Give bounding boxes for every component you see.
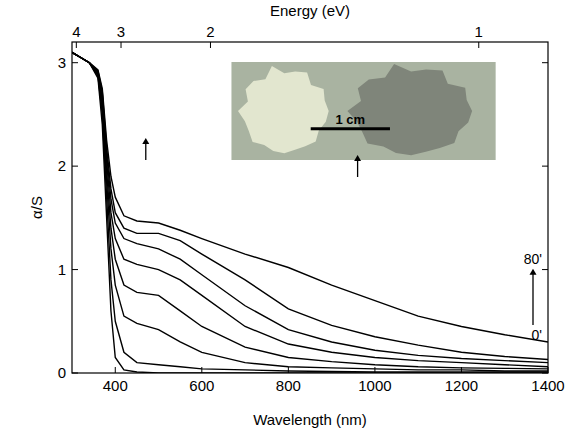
y-tick-right xyxy=(542,269,548,270)
y-tick-label: 0 xyxy=(58,364,66,381)
x2-tick xyxy=(76,42,77,48)
y-tick-right xyxy=(542,166,548,167)
x-tick xyxy=(548,367,549,373)
y-axis-title: α/S xyxy=(28,196,45,219)
x-tick xyxy=(374,367,375,373)
y-tick-right xyxy=(542,62,548,63)
x2-axis-title: Energy (eV) xyxy=(270,2,350,19)
x-tick-label: 1000 xyxy=(358,377,391,394)
curves xyxy=(72,52,548,373)
y-tick-label: 1 xyxy=(58,261,66,278)
x2-tick xyxy=(121,42,122,48)
x-tick xyxy=(201,367,202,373)
y-tick-label: 2 xyxy=(58,157,66,174)
x2-tick-label: 4 xyxy=(72,23,80,40)
spectrum-line xyxy=(72,52,548,371)
x2-tick-label: 3 xyxy=(117,23,125,40)
photo-bg xyxy=(231,62,495,160)
x-tick-label: 1400 xyxy=(531,377,564,394)
y-tick-label: 3 xyxy=(58,54,66,71)
arrow-shaft xyxy=(145,142,146,160)
plot-frame xyxy=(72,42,548,373)
y-tick-right xyxy=(542,373,548,374)
spectrum-line xyxy=(72,52,548,372)
spectrum-line xyxy=(72,52,548,369)
arrow-head xyxy=(142,138,149,144)
x-tick xyxy=(461,367,462,373)
x2-tick-label: 1 xyxy=(475,23,483,40)
spectrum-line xyxy=(72,52,548,366)
x-tick xyxy=(115,367,116,373)
spectrum-line xyxy=(72,52,548,342)
x-axis-title: Wavelength (nm) xyxy=(253,411,367,428)
x-tick xyxy=(288,367,289,373)
x-tick-label: 400 xyxy=(103,377,128,394)
x2-tick xyxy=(210,42,211,48)
dark-sample xyxy=(347,64,472,155)
spectrum-line xyxy=(72,52,548,359)
x2-tick xyxy=(478,42,479,48)
x-tick-label: 800 xyxy=(276,377,301,394)
x-tick-label: 1200 xyxy=(445,377,478,394)
spectrum-line xyxy=(72,52,548,362)
spectrum-line xyxy=(72,52,548,373)
y-tick xyxy=(72,62,78,63)
arrow-shaft xyxy=(532,273,533,325)
arrow xyxy=(142,138,149,160)
y-tick xyxy=(72,269,78,270)
arrow-head xyxy=(530,269,537,275)
scale-label: 1 cm xyxy=(336,112,366,127)
y-tick xyxy=(72,166,78,167)
x-tick-label: 600 xyxy=(189,377,214,394)
white-sample xyxy=(238,66,329,153)
inset-photo: 1 cm xyxy=(231,62,495,160)
chart: 1 cm40060080010001200140043210123Wavelen… xyxy=(0,0,572,433)
time-label-end: 80' xyxy=(524,251,542,267)
x2-tick-label: 2 xyxy=(206,23,214,40)
arrow xyxy=(354,155,361,177)
arrow-head xyxy=(354,155,361,161)
arrow-shaft xyxy=(357,159,358,177)
arrow xyxy=(530,269,537,325)
y-tick xyxy=(72,373,78,374)
scale-bar xyxy=(311,127,390,130)
time-label-start: 0' xyxy=(532,327,542,343)
